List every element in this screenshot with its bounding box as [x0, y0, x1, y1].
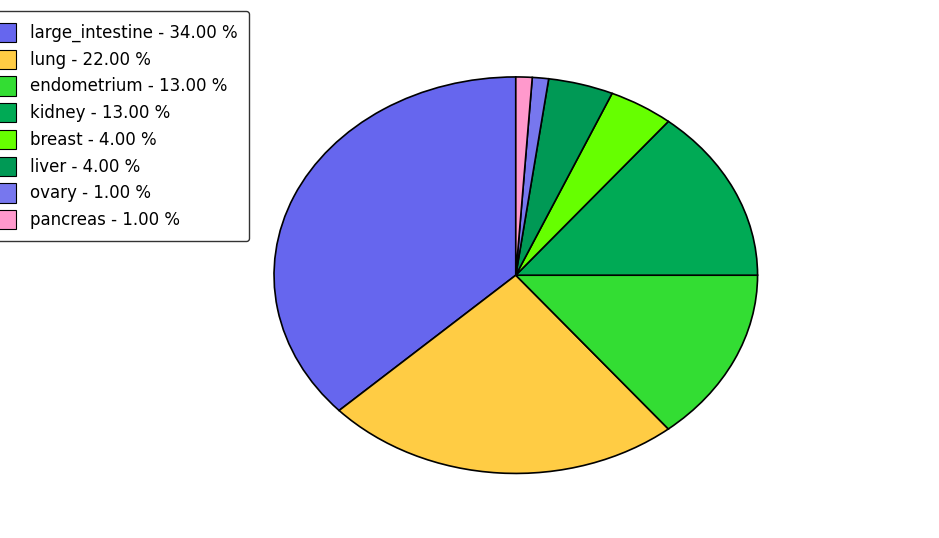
Wedge shape [516, 77, 548, 275]
Wedge shape [339, 275, 669, 473]
Wedge shape [516, 77, 532, 275]
Wedge shape [516, 275, 758, 429]
Legend: large_intestine - 34.00 %, lung - 22.00 %, endometrium - 13.00 %, kidney - 13.00: large_intestine - 34.00 %, lung - 22.00 … [0, 11, 249, 241]
Wedge shape [516, 122, 758, 275]
Wedge shape [516, 79, 612, 275]
Wedge shape [274, 77, 516, 410]
Wedge shape [516, 94, 669, 275]
